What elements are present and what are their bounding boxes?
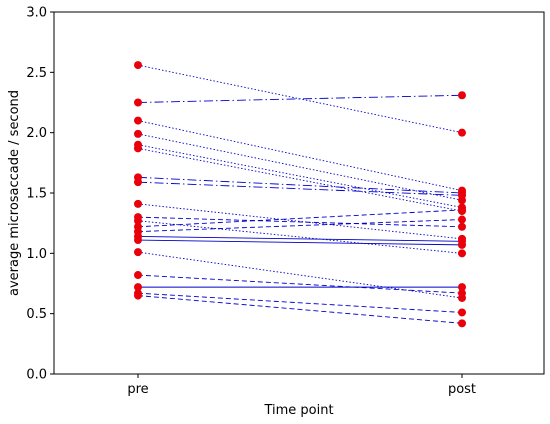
data-point: [134, 248, 142, 257]
data-point: [458, 215, 466, 224]
data-point: [134, 271, 142, 280]
x-axis-label: Time point: [263, 403, 333, 418]
series-line: [137, 219, 463, 233]
y-axis-label: average microsaccade / second: [7, 90, 22, 296]
data-point: [134, 129, 142, 138]
data-point: [458, 128, 466, 137]
y-axis-ticks: 0.0 0.5 1.0 1.5 2.0 2.5 3.0: [26, 6, 54, 383]
data-point: [458, 308, 466, 317]
series-line: [137, 251, 463, 299]
y-tick-label: 3.0: [26, 6, 47, 21]
x-tick-label: pre: [127, 382, 148, 397]
y-tick-label: 0.0: [26, 368, 47, 383]
y-tick-label: 0.5: [26, 307, 47, 322]
series-line: [137, 64, 463, 134]
data-point: [458, 249, 466, 258]
series-line: [137, 133, 463, 201]
data-point: [458, 319, 466, 328]
data-point: [458, 222, 466, 231]
series-markers: [134, 61, 466, 328]
data-point: [134, 236, 142, 245]
data-point: [458, 91, 466, 100]
data-point: [134, 116, 142, 125]
data-point: [134, 283, 142, 292]
series-line: [137, 147, 463, 212]
x-axis-ticks: pre post: [127, 374, 476, 397]
y-tick-label: 2.0: [26, 126, 47, 141]
data-point: [134, 291, 142, 300]
series-line: [137, 216, 463, 228]
x-tick-label: post: [448, 382, 476, 397]
y-tick-label: 1.0: [26, 247, 47, 262]
data-point: [134, 178, 142, 187]
series-line: [137, 209, 463, 228]
data-point: [134, 144, 142, 153]
data-point: [458, 191, 466, 200]
y-tick-label: 2.5: [26, 66, 47, 81]
data-point: [134, 199, 142, 208]
series-line: [137, 176, 463, 194]
data-point: [458, 283, 466, 292]
data-point: [458, 289, 466, 298]
plot-frame: [53, 11, 545, 375]
series-line: [137, 239, 463, 246]
data-point: [134, 98, 142, 107]
data-point: [134, 61, 142, 70]
series-line: [137, 94, 463, 103]
data-point: [458, 205, 466, 214]
data-point: [458, 240, 466, 249]
series-line: [137, 292, 463, 313]
series-line: [137, 274, 463, 294]
series-line: [137, 235, 463, 242]
series-line: [137, 120, 463, 192]
series-line: [137, 295, 463, 324]
series-line: [137, 144, 463, 208]
series-line: [137, 181, 463, 196]
y-tick-label: 1.5: [26, 187, 47, 202]
series-lines: [137, 64, 463, 324]
data-point: [134, 216, 142, 225]
